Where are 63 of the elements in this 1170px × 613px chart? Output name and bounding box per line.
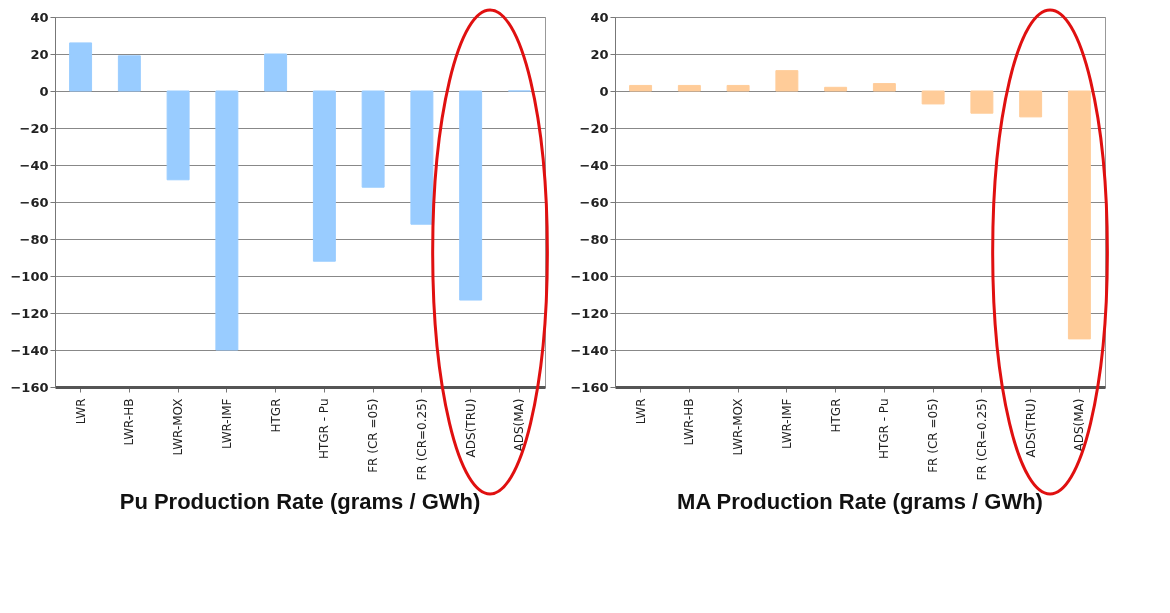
y-tick-label: 0 bbox=[599, 83, 609, 99]
y-tick-label: −100 bbox=[10, 268, 49, 284]
text: Pu Production Rate (grams / GWh) bbox=[119, 488, 481, 514]
x-tick-label: LWR-IMF bbox=[779, 398, 794, 449]
x-tick-label: ADS(TRU) bbox=[1023, 398, 1038, 458]
x-tick-label: LWR bbox=[633, 398, 648, 425]
x-tick-label: FR (CR =05) bbox=[926, 398, 941, 473]
y-tick-label: −60 bbox=[19, 194, 49, 210]
bar bbox=[410, 90, 434, 225]
x-tick-label: HTGR bbox=[268, 398, 283, 433]
x-tick-label: HTGR - Pu bbox=[317, 398, 332, 460]
x-tick-label: ADS(MA) bbox=[1072, 398, 1087, 452]
x-tick-label: FR (CR =05) bbox=[366, 398, 381, 473]
y-tick-label: −120 bbox=[10, 305, 49, 321]
y-tick-label: −20 bbox=[579, 120, 609, 136]
y-tick-label: −120 bbox=[570, 305, 609, 321]
y-tick-label: −20 bbox=[19, 120, 49, 136]
y-tick-label: 40 bbox=[30, 9, 49, 25]
bar bbox=[872, 83, 896, 92]
bar bbox=[312, 90, 336, 262]
y-tick-label: 40 bbox=[590, 9, 609, 25]
y-tick-label: −40 bbox=[19, 157, 49, 173]
bar bbox=[1019, 90, 1043, 118]
x-tick-label: ADS(TRU) bbox=[463, 398, 478, 458]
y-tick-label: −140 bbox=[570, 342, 609, 358]
x-tick-label: LWR-HB bbox=[122, 398, 137, 446]
x-tick-label: LWR bbox=[73, 398, 88, 425]
bar bbox=[970, 90, 994, 114]
bar bbox=[824, 86, 848, 92]
bar bbox=[215, 90, 239, 351]
y-tick-label: −160 bbox=[10, 379, 49, 395]
y-tick-label: −60 bbox=[579, 194, 609, 210]
bar bbox=[117, 55, 141, 92]
y-tick-label: −40 bbox=[579, 157, 609, 173]
text: MA Production Rate (grams / GWh) bbox=[677, 488, 1043, 514]
x-tick-label: LWR-MOX bbox=[171, 398, 186, 456]
bar bbox=[921, 90, 945, 105]
bar bbox=[264, 53, 288, 92]
y-tick-label: 0 bbox=[39, 83, 49, 99]
bar bbox=[361, 90, 385, 188]
x-tick-label: FR (CR=0.25) bbox=[414, 398, 429, 481]
bar bbox=[459, 90, 483, 301]
y-tick-label: −160 bbox=[570, 379, 609, 395]
bar bbox=[629, 84, 653, 92]
y-tick-label: −80 bbox=[19, 231, 49, 247]
y-tick-label: −100 bbox=[570, 268, 609, 284]
x-tick-label: HTGR - Pu bbox=[877, 398, 892, 460]
x-tick-label: HTGR bbox=[828, 398, 843, 433]
x-tick-label: LWR-IMF bbox=[219, 398, 234, 449]
bar bbox=[726, 84, 750, 92]
bar bbox=[69, 42, 93, 92]
y-tick-label: 20 bbox=[590, 46, 609, 62]
x-tick-label: LWR-HB bbox=[682, 398, 697, 446]
bar bbox=[166, 90, 190, 181]
x-tick-label: LWR-MOX bbox=[731, 398, 746, 456]
y-tick-label: 20 bbox=[30, 46, 49, 62]
y-tick-label: −80 bbox=[579, 231, 609, 247]
bar bbox=[1067, 90, 1091, 340]
bar bbox=[775, 70, 799, 92]
y-tick-label: −140 bbox=[10, 342, 49, 358]
x-tick-label: ADS(MA) bbox=[512, 398, 527, 452]
x-tick-label: FR (CR=0.25) bbox=[974, 398, 989, 481]
bar bbox=[677, 84, 701, 92]
